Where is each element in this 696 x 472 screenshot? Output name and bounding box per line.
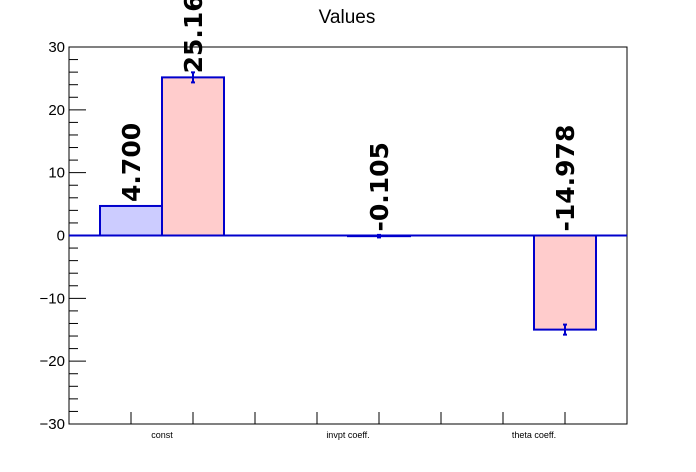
x-category-label: theta coeff. [512, 430, 556, 440]
y-tick-label: 0 [57, 228, 65, 245]
x-category-label: const [151, 430, 173, 440]
y-tick-label: −20 [40, 353, 65, 370]
bar [533, 234, 597, 331]
data-label: 25.165 [179, 0, 208, 73]
bar [99, 204, 163, 237]
data-labels: 4.700 25.165 -0.105 -14.978 [117, 0, 580, 232]
data-label: -14.978 [551, 125, 580, 232]
data-label: 4.700 [117, 123, 146, 202]
y-tick-label: 30 [48, 39, 65, 56]
data-label: -0.105 [365, 142, 394, 231]
chart-title: Values [319, 7, 376, 28]
bars [99, 76, 597, 331]
error-bars [191, 71, 567, 336]
y-tick-label: −30 [40, 416, 65, 433]
x-axis: const invpt coeff. theta coeff. [130, 412, 566, 440]
y-tick-label: 20 [48, 102, 65, 119]
y-tick-label: 10 [48, 165, 65, 182]
bar [161, 76, 225, 237]
y-tick-label: −10 [40, 290, 65, 307]
x-category-label: invpt coeff. [326, 430, 369, 440]
y-axis: −30 −20 −10 0 10 20 30 [40, 39, 86, 433]
